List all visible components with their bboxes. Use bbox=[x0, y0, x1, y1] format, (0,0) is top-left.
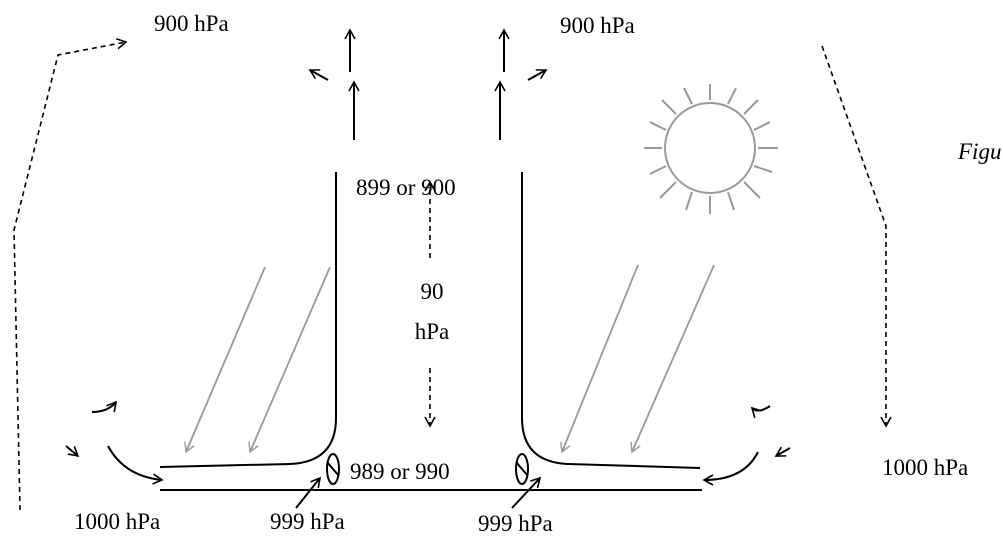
dashed-circulation-arrows bbox=[13, 38, 892, 511]
top-left-pressure-label: 900 hPa bbox=[154, 11, 229, 36]
tornado-left-pressure-label: 999 hPa bbox=[270, 509, 345, 534]
sunlight-ray bbox=[184, 266, 266, 454]
upper-center-pressure-label: 899 or 900 bbox=[356, 175, 456, 200]
sunlight-ray bbox=[630, 264, 715, 454]
top-right-pressure-label: 900 hPa bbox=[560, 13, 635, 38]
airflow-arrows bbox=[65, 28, 791, 509]
sun-icon bbox=[644, 84, 778, 214]
figure-label: Figu bbox=[958, 139, 1002, 164]
tornado-right-pressure-label: 999 hPa bbox=[478, 511, 553, 536]
pressure-difference-unit: hPa bbox=[414, 319, 450, 344]
pressure-difference-value: 90 bbox=[420, 279, 444, 304]
right-pressure-label: 1000 hPa bbox=[882, 455, 969, 480]
sunlight-ray-arrows bbox=[184, 264, 715, 454]
sunlight-ray bbox=[248, 266, 331, 454]
tube-structure bbox=[159, 172, 702, 491]
lower-center-pressure-label: 989 or 990 bbox=[350, 459, 450, 484]
sunlight-ray bbox=[560, 264, 639, 454]
bottom-left-pressure-label: 1000 hPa bbox=[74, 509, 161, 534]
